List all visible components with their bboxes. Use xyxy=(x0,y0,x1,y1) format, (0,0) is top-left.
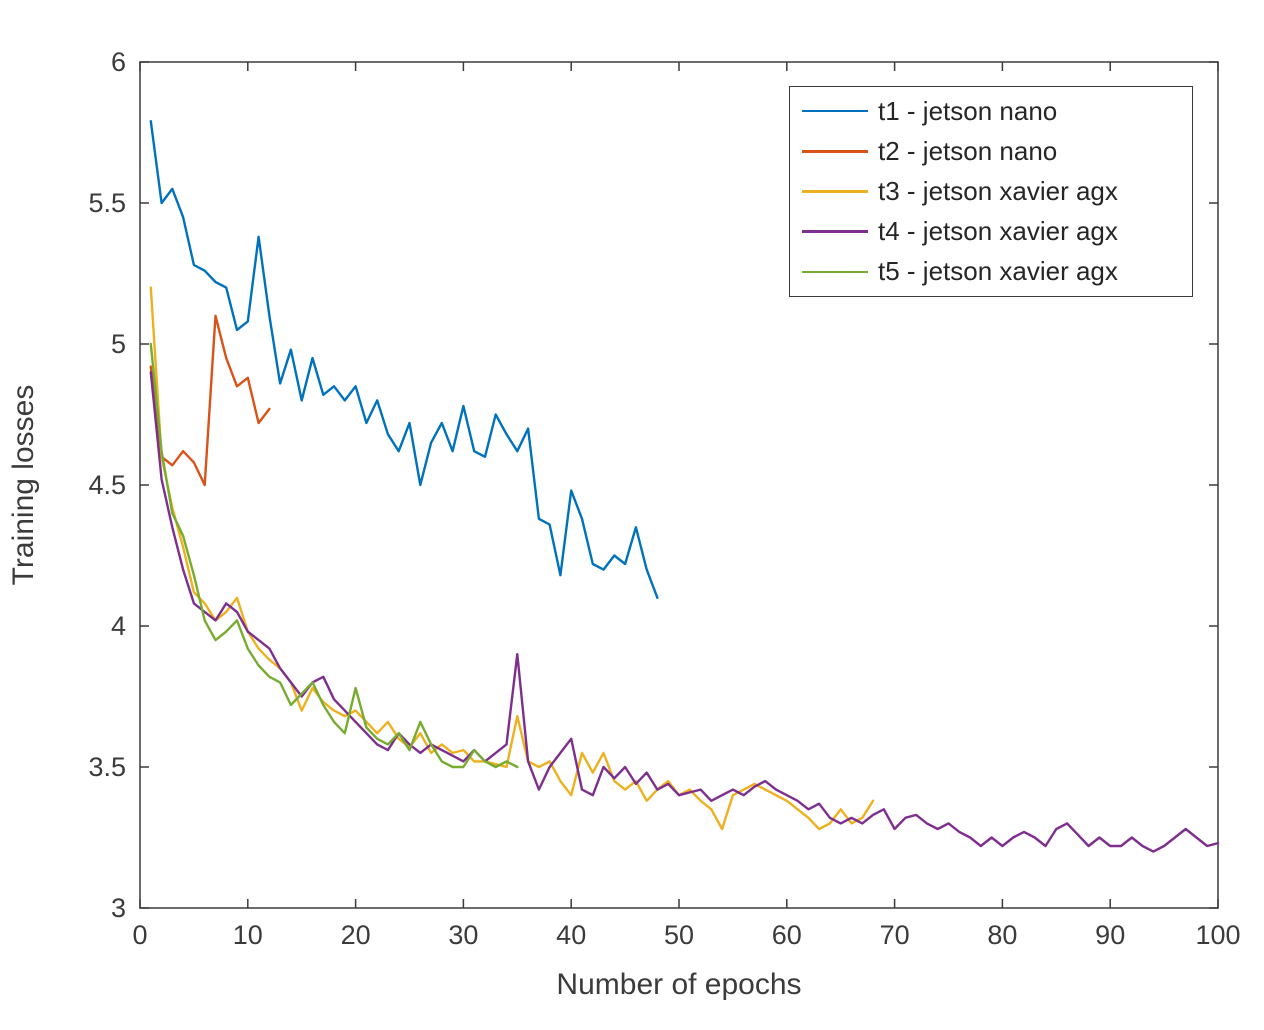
y-tick-label: 3.5 xyxy=(88,752,126,782)
y-tick-label: 5.5 xyxy=(88,188,126,218)
legend-label-t3: t3 - jetson xavier agx xyxy=(878,175,1118,206)
legend-line-swatch-t3 xyxy=(802,190,868,193)
legend-label-t4: t4 - jetson xavier agx xyxy=(878,216,1118,247)
x-tick-label: 10 xyxy=(233,920,263,950)
legend-line-swatch-t5 xyxy=(802,270,868,274)
legend-label-t2: t2 - jetson nano xyxy=(878,135,1058,166)
x-tick-label: 70 xyxy=(880,920,910,950)
legend-label-t1: t1 - jetson nano xyxy=(878,95,1058,126)
y-tick-label: 4 xyxy=(111,611,126,641)
x-tick-label: 0 xyxy=(132,920,147,950)
legend-item-t5: t5 - jetson xavier agx xyxy=(790,256,1192,287)
y-tick-label: 4.5 xyxy=(88,470,126,500)
series-line-4 xyxy=(149,371,1220,853)
legend-item-t3: t3 - jetson xavier agx xyxy=(790,176,1192,207)
x-tick-label: 40 xyxy=(556,920,586,950)
y-tick-label: 3 xyxy=(111,893,126,923)
legend-label-t5: t5 - jetson xavier agx xyxy=(878,256,1118,287)
y-tick-label: 6 xyxy=(111,47,126,77)
series-line-1 xyxy=(149,119,659,599)
x-tick-label: 30 xyxy=(448,920,478,950)
x-tick-label: 80 xyxy=(987,920,1017,950)
legend: t1 - jetson nano t2 - jetson nano t3 - j… xyxy=(789,86,1193,297)
y-tick-label: 5 xyxy=(111,329,126,359)
x-tick-label: 100 xyxy=(1195,920,1240,950)
legend-line-swatch-t2 xyxy=(802,149,868,153)
y-axis-label: Training losses xyxy=(7,384,40,586)
x-axis-label: Number of epochs xyxy=(556,968,802,1001)
x-tick-label: 20 xyxy=(341,920,371,950)
x-tick-label: 50 xyxy=(664,920,694,950)
x-tick-label: 60 xyxy=(772,920,802,950)
x-tick-label: 90 xyxy=(1095,920,1125,950)
series-line-3 xyxy=(149,286,875,831)
legend-line-swatch-t4 xyxy=(802,230,868,233)
legend-line-swatch-t1 xyxy=(802,109,868,113)
legend-item-t2: t2 - jetson nano xyxy=(790,136,1192,167)
series-line-2 xyxy=(149,314,271,487)
legend-item-t1: t1 - jetson nano xyxy=(790,96,1192,127)
legend-item-t4: t4 - jetson xavier agx xyxy=(790,216,1192,247)
series-line-5 xyxy=(149,342,519,769)
